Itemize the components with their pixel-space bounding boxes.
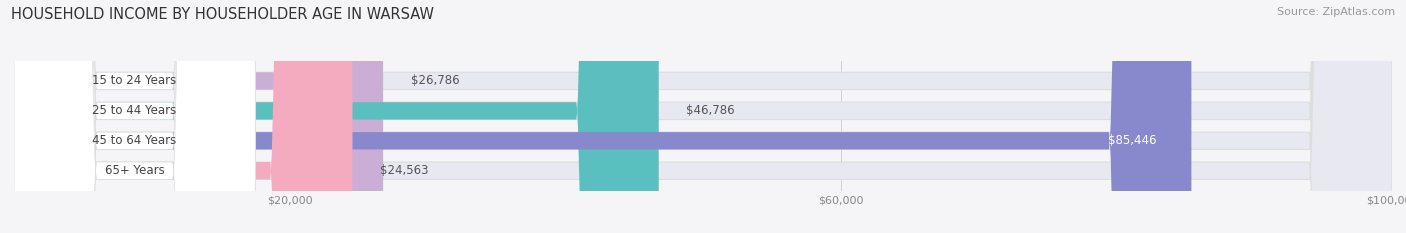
Text: Source: ZipAtlas.com: Source: ZipAtlas.com bbox=[1277, 7, 1395, 17]
Text: 15 to 24 Years: 15 to 24 Years bbox=[93, 74, 177, 87]
FancyBboxPatch shape bbox=[14, 0, 353, 233]
FancyBboxPatch shape bbox=[14, 0, 1392, 233]
Text: 65+ Years: 65+ Years bbox=[105, 164, 165, 177]
FancyBboxPatch shape bbox=[14, 0, 659, 233]
Text: $26,786: $26,786 bbox=[411, 74, 460, 87]
FancyBboxPatch shape bbox=[14, 0, 256, 233]
FancyBboxPatch shape bbox=[14, 0, 256, 233]
Text: 25 to 44 Years: 25 to 44 Years bbox=[93, 104, 177, 117]
FancyBboxPatch shape bbox=[14, 0, 1392, 233]
Text: HOUSEHOLD INCOME BY HOUSEHOLDER AGE IN WARSAW: HOUSEHOLD INCOME BY HOUSEHOLDER AGE IN W… bbox=[11, 7, 434, 22]
FancyBboxPatch shape bbox=[14, 0, 1191, 233]
Text: $85,446: $85,446 bbox=[1108, 134, 1157, 147]
FancyBboxPatch shape bbox=[14, 0, 256, 233]
Text: 45 to 64 Years: 45 to 64 Years bbox=[93, 134, 177, 147]
FancyBboxPatch shape bbox=[14, 0, 1392, 233]
FancyBboxPatch shape bbox=[14, 0, 256, 233]
FancyBboxPatch shape bbox=[14, 0, 1392, 233]
FancyBboxPatch shape bbox=[14, 0, 384, 233]
Text: $46,786: $46,786 bbox=[686, 104, 735, 117]
Text: $24,563: $24,563 bbox=[380, 164, 429, 177]
